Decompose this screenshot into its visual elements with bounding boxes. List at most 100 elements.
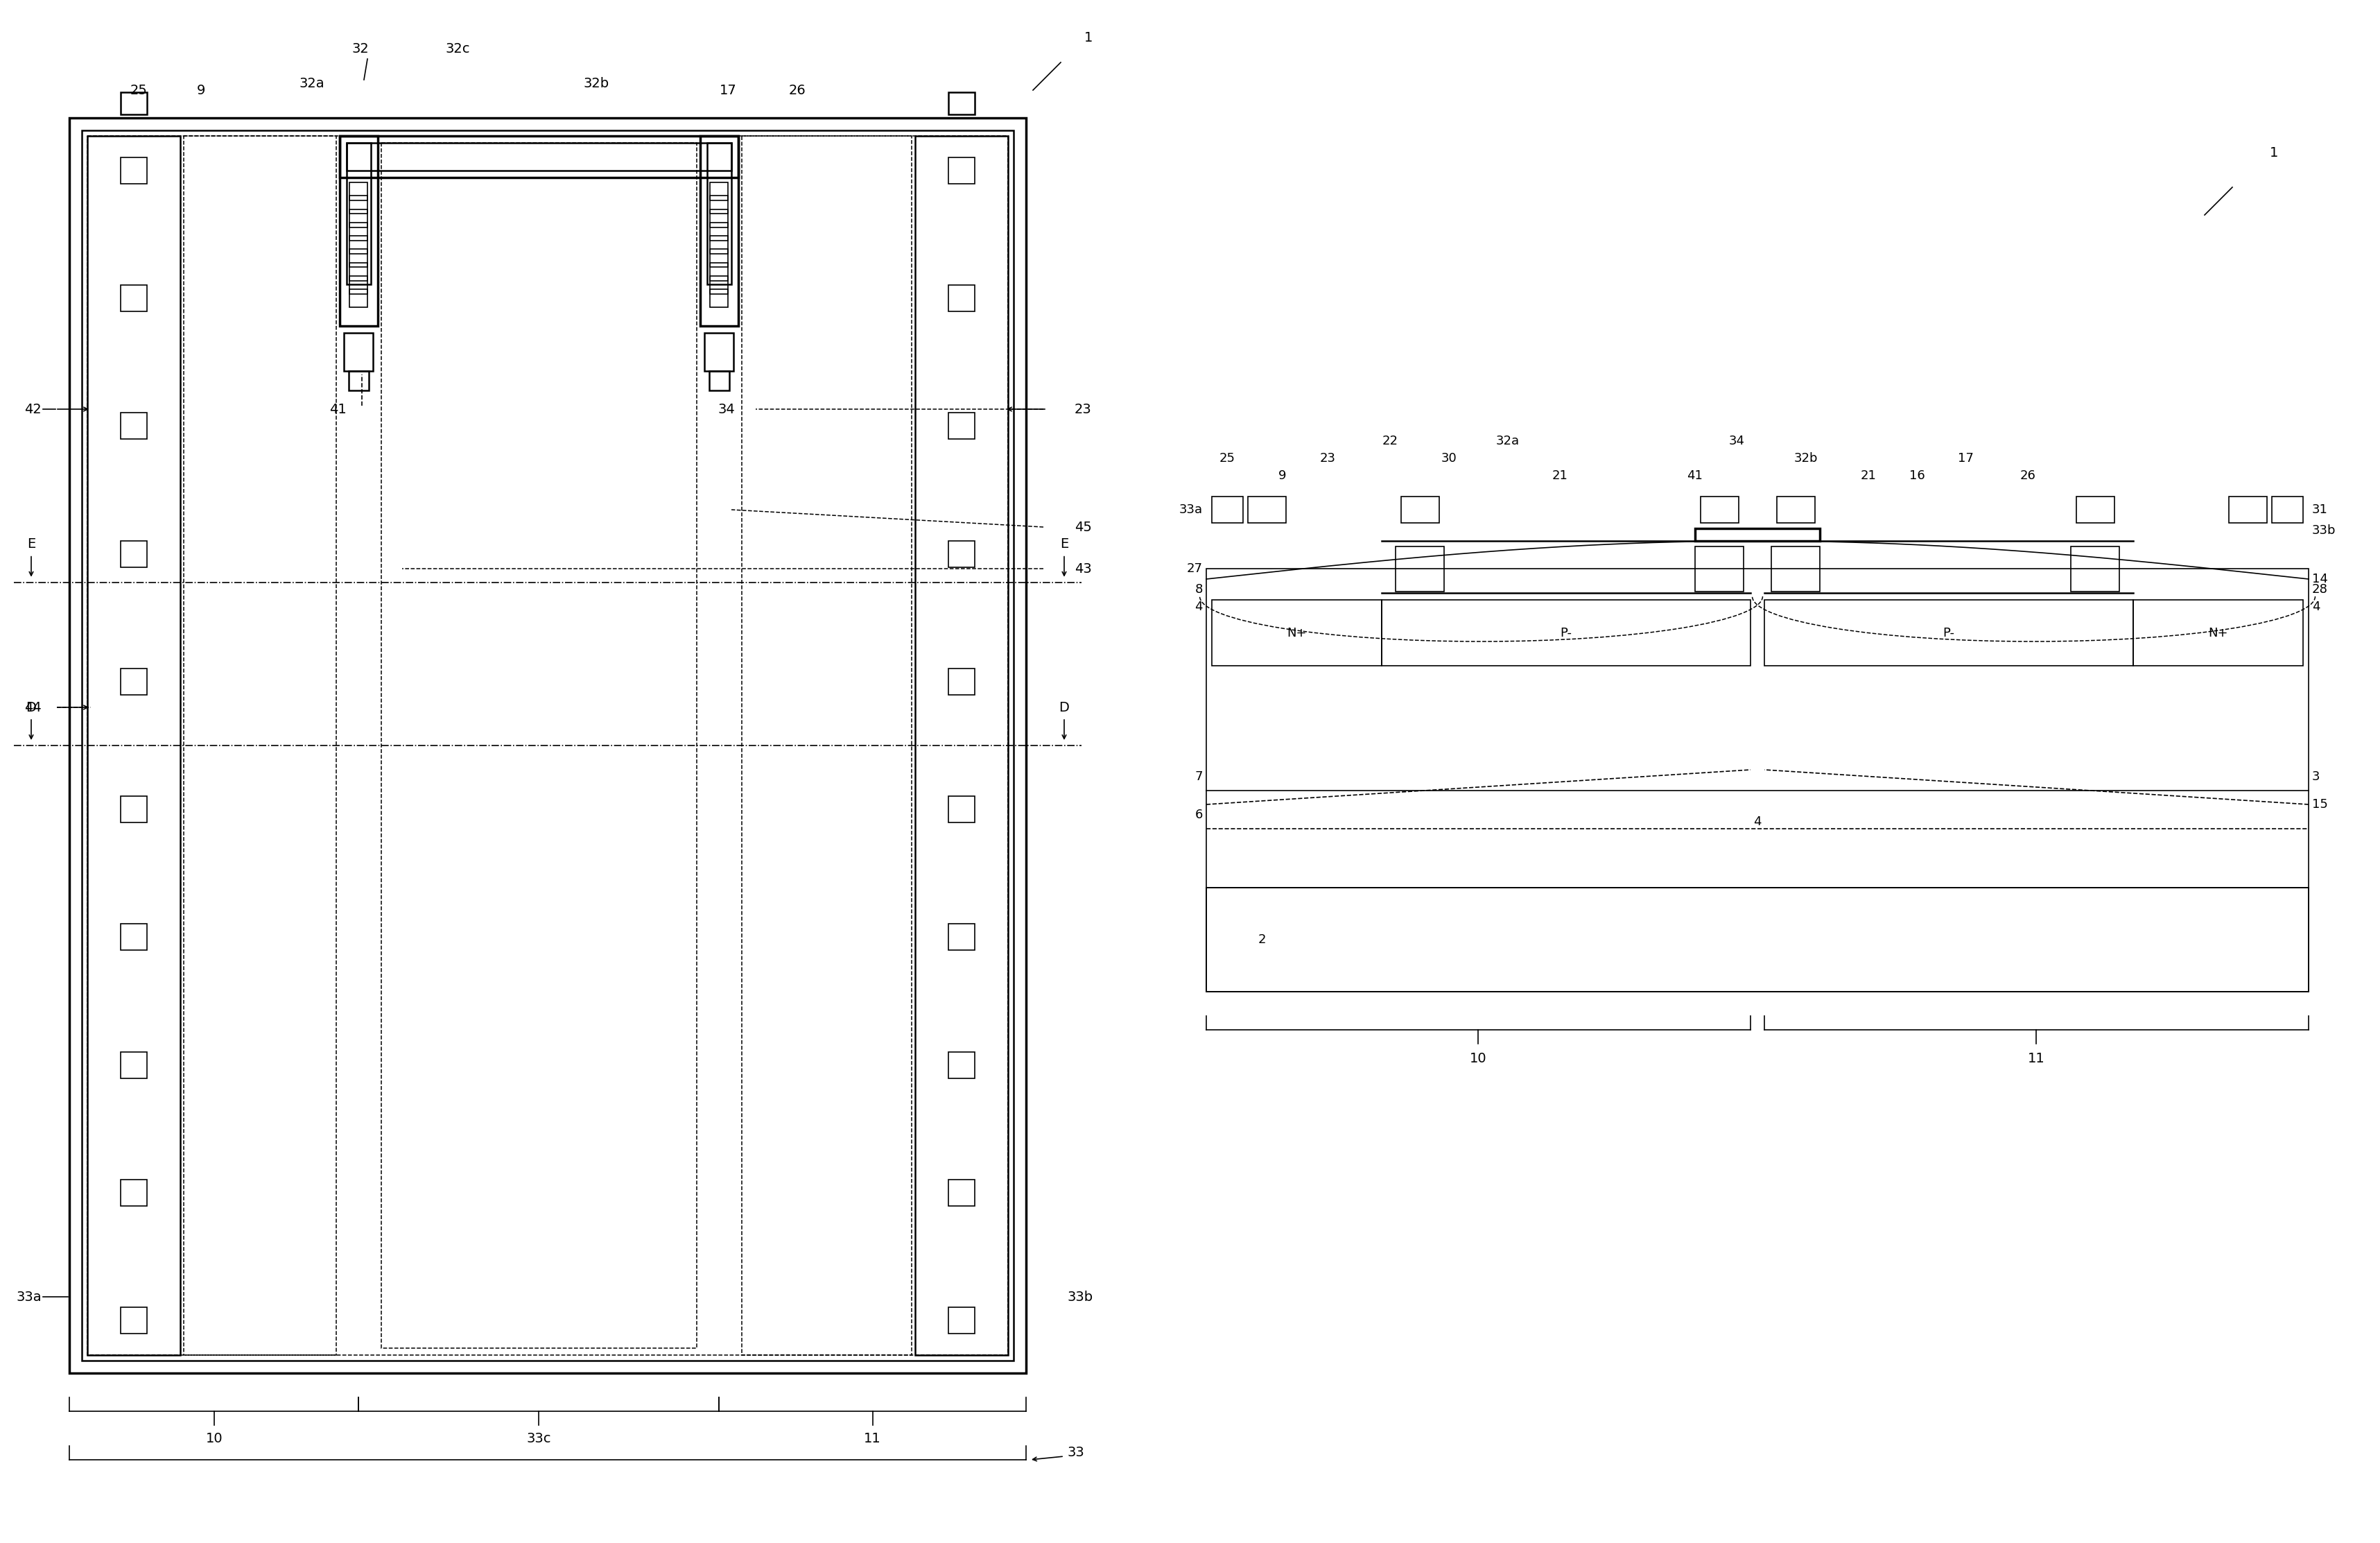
Bar (1764, 600, 2132, 665)
Text: D: D (1059, 701, 1069, 714)
Bar (743, 136, 912, 1355)
Bar (709, 222, 728, 241)
Text: 44: 44 (24, 701, 40, 714)
Bar (347, 370, 369, 390)
Bar (345, 333, 374, 370)
Text: 32c: 32c (445, 42, 469, 56)
Text: D: D (26, 701, 36, 714)
Text: 10: 10 (1471, 1052, 1488, 1066)
Bar (947, 285, 976, 312)
Bar (1383, 600, 1752, 665)
Text: 11: 11 (2028, 1052, 2044, 1066)
Bar (1778, 497, 1816, 523)
Text: 1: 1 (1085, 31, 1092, 45)
Bar (1702, 497, 1740, 523)
Bar (709, 236, 728, 253)
Text: 33a: 33a (1178, 503, 1202, 515)
Bar (1395, 546, 1445, 591)
Bar (350, 276, 369, 293)
Bar (347, 143, 371, 284)
Text: 4: 4 (2311, 600, 2320, 613)
Bar (121, 157, 148, 184)
Text: 23: 23 (1076, 403, 1092, 415)
Bar (1247, 497, 1285, 523)
Bar (381, 143, 697, 1349)
Bar (1771, 546, 1821, 591)
Text: 41: 41 (1687, 469, 1704, 481)
Text: 6: 6 (1195, 809, 1202, 821)
Bar (340, 136, 738, 177)
Bar (704, 333, 733, 370)
Bar (1695, 528, 1821, 542)
Bar (709, 289, 728, 307)
Bar (947, 924, 976, 950)
Bar (709, 248, 728, 267)
Bar (947, 796, 976, 822)
Bar (709, 370, 728, 390)
Bar (947, 93, 976, 114)
Text: 7: 7 (1195, 770, 1202, 782)
Text: 11: 11 (864, 1432, 881, 1446)
Bar (1402, 497, 1440, 523)
Text: 27: 27 (1188, 562, 1202, 576)
Bar (121, 668, 148, 694)
Text: 4: 4 (1754, 816, 1761, 829)
Text: 9: 9 (1278, 469, 1288, 481)
Text: P-: P- (1561, 626, 1573, 639)
Bar (947, 1052, 976, 1079)
Bar (709, 276, 728, 293)
Bar (121, 1307, 148, 1333)
Text: 42: 42 (24, 403, 40, 415)
Bar (81, 130, 1014, 1361)
Text: N+: N+ (2209, 626, 2228, 639)
Bar (947, 1307, 976, 1333)
Bar (121, 414, 148, 440)
Text: E: E (1059, 537, 1069, 551)
Bar (350, 210, 369, 227)
Bar (69, 117, 1026, 1373)
Text: 25: 25 (1219, 452, 1235, 464)
Text: 41: 41 (328, 403, 347, 415)
Bar (709, 182, 728, 201)
Text: 33a: 33a (17, 1290, 40, 1304)
Bar (183, 136, 336, 1355)
Text: 4: 4 (1195, 600, 1202, 613)
Bar (700, 136, 738, 326)
Bar (709, 196, 728, 214)
Bar (88, 136, 181, 1355)
Bar (121, 93, 148, 114)
Bar (350, 182, 369, 201)
Text: 17: 17 (719, 83, 735, 97)
Bar (121, 1052, 148, 1079)
Text: E: E (26, 537, 36, 551)
Text: 32a: 32a (1497, 435, 1521, 447)
Bar (947, 414, 976, 440)
Text: 34: 34 (1728, 435, 1745, 447)
Bar (709, 262, 728, 281)
Text: P-: P- (1942, 626, 1954, 639)
Text: 26: 26 (2021, 469, 2035, 481)
Bar (1211, 497, 1242, 523)
Text: 34: 34 (719, 403, 735, 415)
Text: 26: 26 (788, 83, 807, 97)
Bar (350, 248, 369, 267)
Bar (2273, 497, 2304, 523)
Bar (88, 136, 1009, 1355)
Bar (947, 540, 976, 566)
Text: 28: 28 (2311, 583, 2328, 596)
Text: 9: 9 (198, 83, 205, 97)
Text: 3: 3 (2311, 770, 2320, 782)
Bar (350, 222, 369, 241)
Text: 45: 45 (1076, 520, 1092, 534)
Text: 1: 1 (2271, 147, 2278, 159)
Text: 21: 21 (1861, 469, 1875, 481)
Text: 10: 10 (205, 1432, 224, 1446)
Text: 32b: 32b (583, 77, 609, 89)
Bar (2071, 546, 2118, 591)
Text: 33b: 33b (2311, 525, 2337, 537)
Bar (121, 285, 148, 312)
Text: 8: 8 (1195, 583, 1202, 596)
Text: 2: 2 (1257, 934, 1266, 946)
Bar (1695, 546, 1745, 591)
Text: 32: 32 (352, 42, 369, 56)
